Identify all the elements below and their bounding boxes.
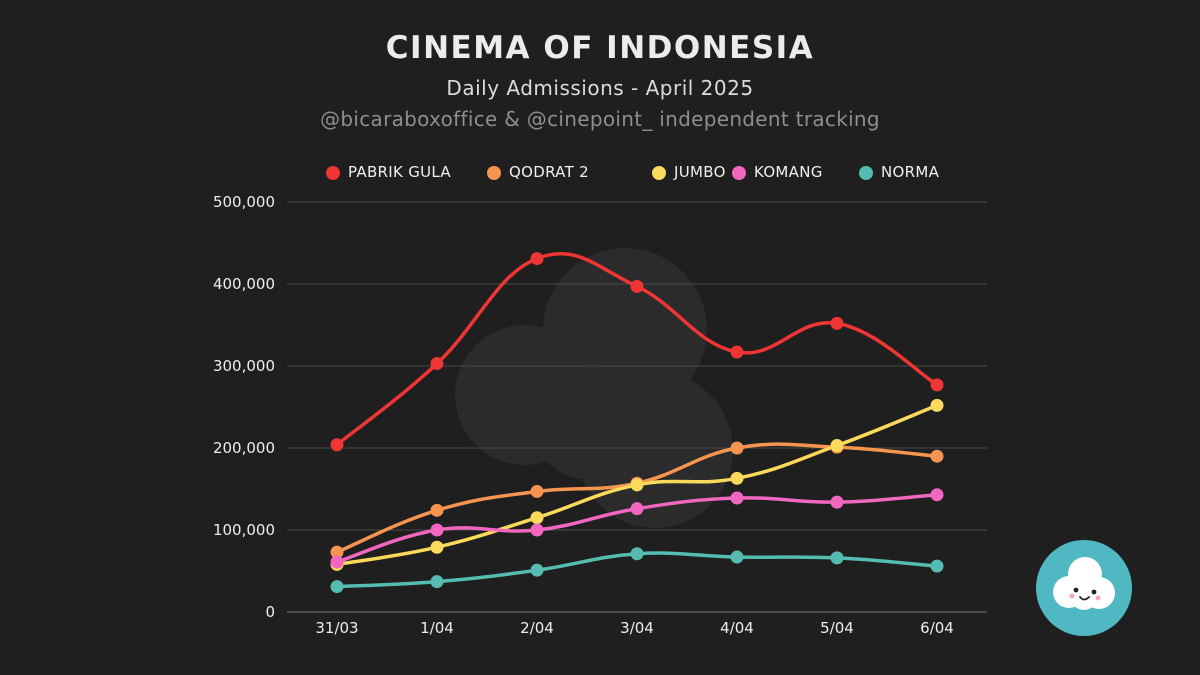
data-point-pabrik-gula[interactable] [730, 345, 744, 359]
y-axis-ticks: 0 100,000 200,000 300,000 400,000 500,000 [213, 193, 275, 621]
y-tick-label: 400,000 [213, 275, 275, 293]
legend-label: NORMA [881, 163, 940, 181]
x-tick-label: 4/04 [720, 619, 754, 637]
y-tick-label: 200,000 [213, 439, 275, 457]
popcorn-logo-icon [1036, 540, 1132, 636]
data-point-jumbo[interactable] [930, 398, 944, 412]
legend-swatch [859, 166, 873, 180]
series-points-norma [330, 547, 944, 594]
series-points-komang [330, 488, 944, 569]
data-point-komang[interactable] [830, 495, 844, 509]
data-point-pabrik-gula[interactable] [930, 378, 944, 392]
data-point-qodrat-2[interactable] [930, 449, 944, 463]
x-tick-label: 5/04 [820, 619, 854, 637]
y-tick-label: 100,000 [213, 521, 275, 539]
data-point-komang[interactable] [730, 491, 744, 505]
data-point-jumbo[interactable] [530, 511, 544, 525]
data-point-qodrat-2[interactable] [330, 545, 344, 559]
data-point-jumbo[interactable] [630, 478, 644, 492]
data-point-komang[interactable] [330, 555, 344, 569]
legend-label: QODRAT 2 [509, 163, 589, 181]
data-point-norma[interactable] [830, 551, 844, 565]
data-point-pabrik-gula[interactable] [430, 357, 444, 371]
data-point-jumbo[interactable] [430, 540, 444, 554]
data-point-qodrat-2[interactable] [530, 484, 544, 498]
legend-swatch [652, 166, 666, 180]
x-tick-label: 1/04 [420, 619, 454, 637]
data-point-pabrik-gula[interactable] [830, 316, 844, 330]
data-point-pabrik-gula[interactable] [630, 279, 644, 293]
data-point-norma[interactable] [330, 580, 344, 594]
x-tick-label: 31/03 [315, 619, 358, 637]
x-axis-ticks: 31/03 1/04 2/04 3/04 4/04 5/04 6/04 [315, 619, 953, 637]
data-point-norma[interactable] [730, 550, 744, 564]
data-point-qodrat-2[interactable] [430, 503, 444, 517]
x-tick-label: 6/04 [920, 619, 954, 637]
data-point-komang[interactable] [430, 523, 444, 537]
x-tick-label: 3/04 [620, 619, 654, 637]
legend-label: PABRIK GULA [348, 163, 451, 181]
data-point-norma[interactable] [530, 563, 544, 577]
data-point-komang[interactable] [630, 502, 644, 516]
chart-credit: @bicaraboxoffice & @cinepoint_ independe… [320, 107, 880, 131]
y-tick-label: 500,000 [213, 193, 275, 211]
data-point-norma[interactable] [630, 547, 644, 561]
series-points-jumbo [330, 398, 944, 571]
legend-label: KOMANG [754, 163, 823, 181]
data-point-komang[interactable] [930, 488, 944, 502]
data-point-jumbo[interactable] [830, 439, 844, 453]
legend-swatch [487, 166, 501, 180]
data-point-pabrik-gula[interactable] [530, 252, 544, 266]
data-point-norma[interactable] [430, 575, 444, 589]
series-points-pabrik-gula [330, 252, 944, 452]
data-point-pabrik-gula[interactable] [330, 438, 344, 452]
chart-subtitle: Daily Admissions - April 2025 [446, 76, 754, 100]
legend-label: JUMBO [674, 163, 726, 181]
x-tick-label: 2/04 [520, 619, 554, 637]
y-tick-label: 300,000 [213, 357, 275, 375]
data-point-komang[interactable] [530, 523, 544, 537]
series-points [330, 252, 944, 594]
chart-legend: PABRIK GULA QODRAT 2 JUMBO KOMANG NORMA [0, 160, 1200, 186]
legend-swatch [326, 166, 340, 180]
data-point-norma[interactable] [930, 559, 944, 573]
legend-swatch [732, 166, 746, 180]
chart-title: CINEMA OF INDONESIA [385, 30, 815, 66]
data-point-qodrat-2[interactable] [730, 441, 744, 455]
y-tick-label: 0 [265, 603, 275, 621]
data-point-jumbo[interactable] [730, 471, 744, 485]
